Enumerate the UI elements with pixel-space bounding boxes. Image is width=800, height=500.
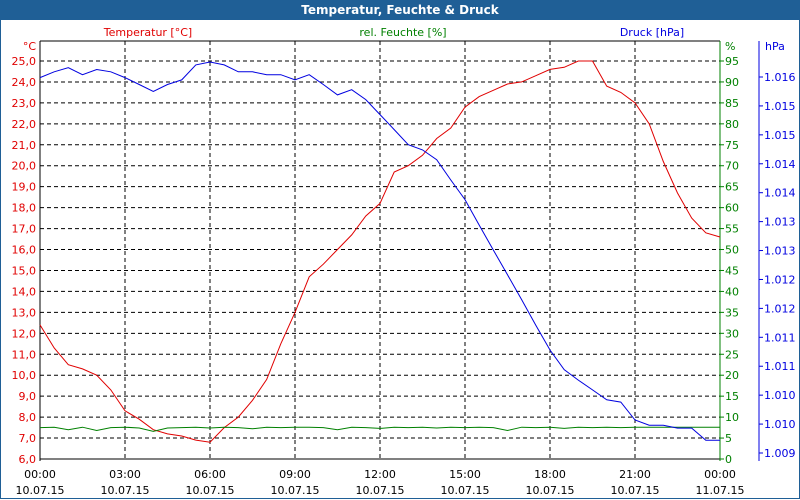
- x-tick-date-label: 10.07.15: [271, 484, 320, 497]
- temperature-tick-label: 22,0: [12, 118, 37, 131]
- temperature-tick-label: 12,0: [12, 327, 37, 340]
- humidity-tick-label: 10: [725, 411, 739, 424]
- temperature-tick-label: 14,0: [12, 285, 37, 298]
- temperature-tick-label: 16,0: [12, 244, 37, 257]
- pressure-tick-label: 1.012: [764, 273, 796, 286]
- temperature-tick-label: 7,0: [19, 432, 37, 445]
- x-tick-time-label: 15:00: [449, 468, 481, 481]
- x-tick-date-label: 11.07.15: [696, 484, 745, 497]
- temperature-unit-label: °C: [23, 40, 37, 53]
- temperature-tick-label: 20,0: [12, 160, 37, 173]
- temperature-tick-label: 18,0: [12, 202, 37, 215]
- temperature-line: [39, 60, 721, 443]
- temperature-tick-label: 15,0: [12, 264, 37, 277]
- humidity-tick-label: 65: [725, 181, 739, 194]
- humidity-tick-label: 90: [725, 76, 739, 89]
- humidity-tick-label: 45: [725, 264, 739, 277]
- temperature-tick-label: 13,0: [12, 306, 37, 319]
- humidity-axis-title: rel. Feuchte [%]: [359, 26, 446, 39]
- pressure-axis-title: Druck [hPa]: [620, 26, 684, 39]
- pressure-unit-label: hPa: [765, 40, 785, 53]
- temperature-tick-label: 10,0: [12, 369, 37, 382]
- pressure-tick-label: 1.014: [764, 187, 796, 200]
- x-tick-time-label: 00:00: [704, 468, 736, 481]
- x-tick-date-label: 10.07.15: [101, 484, 150, 497]
- x-tick-date-label: 10.07.15: [16, 484, 65, 497]
- chart-title: Temperatur, Feuchte & Druck: [0, 0, 800, 20]
- humidity-tick-label: 80: [725, 118, 739, 131]
- humidity-tick-label: 55: [725, 223, 739, 236]
- humidity-unit-label: %: [725, 40, 735, 53]
- pressure-tick-label: 1.015: [764, 100, 796, 113]
- humidity-tick-label: 50: [725, 244, 739, 257]
- pressure-tick-label: 1.012: [764, 302, 796, 315]
- temperature-axis-title: Temperatur [°C]: [103, 26, 192, 39]
- humidity-tick-label: 25: [725, 348, 739, 361]
- pressure-tick-label: 1.011: [764, 360, 796, 373]
- temperature-tick-label: 23,0: [12, 97, 37, 110]
- pressure-tick-label: 1.011: [764, 331, 796, 344]
- temperature-tick-label: 9,0: [19, 390, 37, 403]
- temperature-tick-label: 8,0: [19, 411, 37, 424]
- pressure-tick-label: 1.015: [764, 129, 796, 142]
- x-tick-date-label: 10.07.15: [356, 484, 405, 497]
- x-tick-date-label: 10.07.15: [611, 484, 660, 497]
- temperature-tick-label: 24,0: [12, 76, 37, 89]
- pressure-tick-label: 1.009: [764, 447, 796, 460]
- x-tick-time-label: 09:00: [279, 468, 311, 481]
- pressure-tick-label: 1.013: [764, 216, 796, 229]
- temperature-tick-label: 21,0: [12, 139, 37, 152]
- x-tick-date-label: 10.07.15: [186, 484, 235, 497]
- humidity-line: [39, 426, 720, 432]
- humidity-tick-label: 40: [725, 285, 739, 298]
- pressure-tick-label: 1.014: [764, 158, 796, 171]
- x-tick-time-label: 00:00: [24, 468, 56, 481]
- humidity-tick-label: 95: [725, 55, 739, 68]
- x-tick-time-label: 06:00: [194, 468, 226, 481]
- humidity-tick-label: 85: [725, 97, 739, 110]
- humidity-tick-label: 5: [725, 432, 732, 445]
- x-tick-time-label: 12:00: [364, 468, 396, 481]
- pressure-tick-label: 1.010: [764, 418, 796, 431]
- humidity-tick-label: 15: [725, 390, 739, 403]
- humidity-tick-label: 35: [725, 306, 739, 319]
- x-tick-date-label: 10.07.15: [526, 484, 575, 497]
- temperature-tick-label: 17,0: [12, 223, 37, 236]
- temperature-tick-label: 19,0: [12, 181, 37, 194]
- x-tick-time-label: 21:00: [619, 468, 651, 481]
- humidity-tick-label: 75: [725, 139, 739, 152]
- temperature-tick-label: 6,0: [19, 453, 37, 466]
- pressure-tick-label: 1.016: [764, 71, 796, 84]
- x-tick-date-label: 10.07.15: [441, 484, 490, 497]
- x-tick-time-label: 18:00: [534, 468, 566, 481]
- pressure-tick-label: 1.010: [764, 389, 796, 402]
- humidity-tick-label: 30: [725, 327, 739, 340]
- pressure-line: [39, 61, 720, 441]
- temperature-tick-label: 11,0: [12, 348, 37, 361]
- humidity-tick-label: 70: [725, 160, 739, 173]
- humidity-tick-label: 0: [725, 453, 732, 466]
- humidity-tick-label: 60: [725, 202, 739, 215]
- x-tick-time-label: 03:00: [109, 468, 141, 481]
- humidity-tick-label: 20: [725, 369, 739, 382]
- pressure-tick-label: 1.013: [764, 245, 796, 258]
- temperature-tick-label: 25,0: [12, 55, 37, 68]
